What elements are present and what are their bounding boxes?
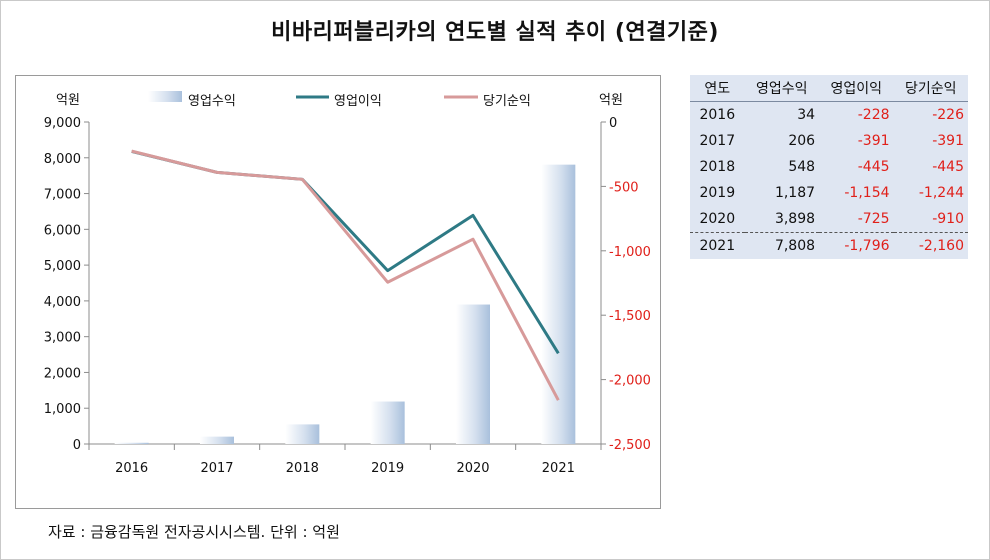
y-right-tick-label: -1,500 <box>609 309 651 324</box>
x-tick-label: 2018 <box>286 461 319 476</box>
table-cell-net-income: -1,244 <box>918 185 964 201</box>
table-cell-revenue: 34 <box>797 107 816 123</box>
y-left-tick-label: 8,000 <box>44 152 81 167</box>
table-cell-operating-income: -725 <box>857 211 890 227</box>
y-left-unit-label: 억원 <box>56 93 80 108</box>
table-row: 2019 1,187 -1,154 -1,244 <box>690 180 968 206</box>
table-header-revenue: 영업수익 <box>756 81 808 97</box>
bar-revenue <box>456 304 490 444</box>
table-row: 2016 34 -228 -226 <box>690 102 968 129</box>
table-row: 2021 7,808 -1,796 -2,160 <box>690 232 968 260</box>
table-cell-operating-income: -445 <box>857 159 890 175</box>
data-table: 연도 영업수익 영업이익 당기순익 2016 34 -228 -226 2017 206 -… <box>690 75 968 259</box>
legend-label-operating-income: 영업이익 <box>334 94 382 109</box>
y-left-tick-label: 5,000 <box>44 259 81 274</box>
table-cell-year: 2021 <box>699 238 736 254</box>
y-right-tick-label: -2,000 <box>609 374 651 389</box>
y-right-tick-label: 0 <box>609 116 617 131</box>
table-row: 2018 548 -445 -445 <box>690 154 968 180</box>
y-left-tick-label: 1,000 <box>44 402 81 417</box>
y-left-tick-label: 2,000 <box>44 366 81 381</box>
y-left-tick-label: 0 <box>73 438 81 453</box>
line-operating-income <box>131 149 560 355</box>
x-tick-label: 2016 <box>115 461 148 476</box>
y-right-tick-label: -1,000 <box>609 245 651 260</box>
legend-swatch-revenue <box>148 91 182 102</box>
table-cell-net-income: -226 <box>932 107 964 123</box>
bar-revenue <box>285 424 320 444</box>
bar-revenue <box>114 442 149 444</box>
table-cell-operating-income: -1,796 <box>844 238 890 254</box>
table-cell-operating-income: -391 <box>857 133 890 149</box>
table-cell-net-income: -2,160 <box>918 238 964 254</box>
table-header-year: 연도 <box>704 81 731 97</box>
x-tick-label: 2019 <box>371 461 404 476</box>
table-header-row: 연도 영업수익 영업이익 당기순익 <box>690 75 968 102</box>
y-right-tick-label: -500 <box>609 180 639 195</box>
x-tick-label: 2017 <box>200 461 233 476</box>
table-cell-year: 2020 <box>699 211 736 227</box>
y-left-tick-label: 7,000 <box>44 188 81 203</box>
table-cell-year: 2019 <box>699 185 736 201</box>
chart-title: 비바리퍼블리카의 연도별 실적 추이 (연결기준) <box>271 20 719 45</box>
table-cell-operating-income: -1,154 <box>844 185 890 201</box>
table-row: 2017 206 -391 -391 <box>690 128 968 154</box>
table-header-net-income: 당기순익 <box>904 81 957 97</box>
source-note: 자료 : 금융감독원 전자공시시스템. 단위 : 억원 <box>48 523 340 541</box>
table-cell-net-income: -391 <box>932 133 964 149</box>
bar-revenue <box>370 401 405 444</box>
table-cell-year: 2018 <box>699 159 736 175</box>
combo-chart: 0 1,000 2,000 3,000 4,000 5,000 6,000 7,000 8,00… <box>44 91 651 476</box>
table-cell-revenue: 3,898 <box>774 211 816 227</box>
y-left-tick-label: 9,000 <box>44 116 81 131</box>
legend-label-revenue: 영업수익 <box>188 94 236 109</box>
table-cell-revenue: 7,808 <box>774 238 816 254</box>
x-tick-label: 2020 <box>456 461 489 476</box>
chart-area: 0 1,000 2,000 3,000 4,000 5,000 6,000 7,000 8,00… <box>15 75 661 509</box>
table-row: 2020 3,898 -725 -910 <box>690 206 968 233</box>
table-header-operating-income: 영업이익 <box>830 81 883 97</box>
table-cell-year: 2016 <box>699 107 736 123</box>
y-right-unit-label: 억원 <box>599 93 623 108</box>
line-net-income <box>131 149 560 401</box>
y-right-tick-label: -2,500 <box>609 438 651 453</box>
table-cell-revenue: 1,187 <box>774 185 816 201</box>
bar-revenue <box>200 436 234 444</box>
table-cell-net-income: -910 <box>932 211 964 227</box>
y-left-tick-label: 6,000 <box>44 223 81 238</box>
y-left-tick-label: 3,000 <box>44 331 81 346</box>
x-tick-label: 2021 <box>542 461 575 476</box>
bar-revenue <box>541 164 576 445</box>
y-left-tick-label: 4,000 <box>44 295 81 310</box>
table-cell-revenue: 206 <box>788 133 816 149</box>
legend-label-net-income: 당기순익 <box>483 94 531 109</box>
table-cell-net-income: -445 <box>932 159 964 175</box>
table-cell-year: 2017 <box>699 133 736 149</box>
table-cell-operating-income: -228 <box>857 107 890 123</box>
table-cell-revenue: 548 <box>788 159 816 175</box>
